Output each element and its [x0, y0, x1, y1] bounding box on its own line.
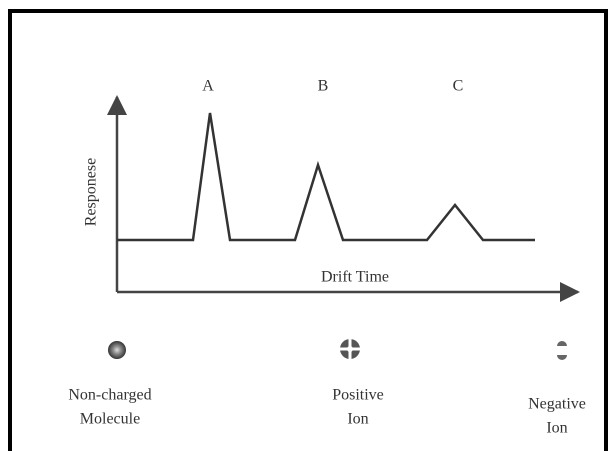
frame — [10, 11, 606, 451]
positive-ion-icon — [340, 339, 360, 359]
y-axis-label: Responese — [83, 158, 100, 226]
negative-ion-icon — [557, 341, 567, 360]
peak-label: B — [318, 78, 329, 95]
peak-label: C — [453, 78, 464, 95]
molecule-icon — [108, 341, 126, 359]
species-label: Non-charged — [68, 387, 151, 404]
species-label: Molecule — [80, 411, 140, 428]
species-label: Negative — [528, 396, 586, 413]
response-trace — [117, 113, 535, 240]
species-label: Ion — [546, 420, 567, 437]
peak-label: A — [202, 78, 214, 95]
diagram: A B C Responese Drift Time Non-charged M… — [0, 0, 615, 451]
species-label: Ion — [347, 411, 368, 428]
species-label: Positive — [332, 387, 384, 404]
x-axis-label: Drift Time — [321, 269, 389, 286]
